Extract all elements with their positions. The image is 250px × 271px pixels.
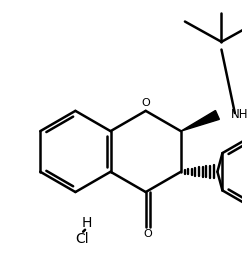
Text: O: O <box>141 98 150 108</box>
Polygon shape <box>181 111 220 131</box>
Text: NH: NH <box>231 108 248 121</box>
Text: H: H <box>82 216 92 230</box>
Text: O: O <box>143 230 152 240</box>
Text: Cl: Cl <box>75 233 89 246</box>
